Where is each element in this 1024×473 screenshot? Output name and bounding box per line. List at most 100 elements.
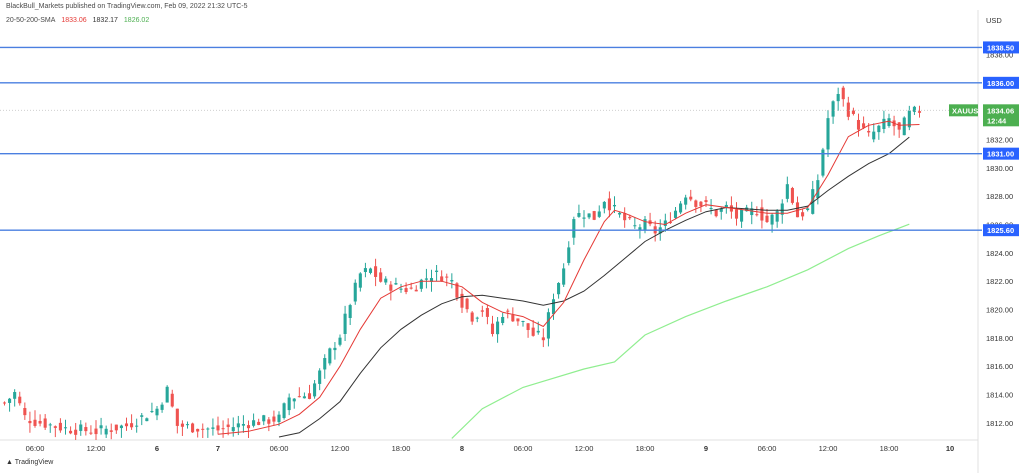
candle-body: [343, 313, 347, 334]
candle-body: [668, 222, 672, 224]
candle-body: [740, 209, 744, 222]
candle-body: [506, 310, 510, 312]
candle-body: [607, 198, 611, 211]
candle-body: [618, 212, 622, 215]
candle-body: [440, 276, 444, 282]
candle-body: [628, 216, 632, 219]
x-tick-label: 12:00: [331, 444, 350, 453]
candle-body: [231, 427, 235, 432]
candle-body: [246, 425, 251, 429]
y-tick-label: 1816.00: [986, 362, 1013, 371]
level-tag: [983, 147, 1019, 160]
candle-body: [307, 393, 312, 399]
candle-body: [389, 284, 393, 291]
candle-body: [887, 118, 891, 127]
candle-body: [587, 213, 591, 218]
candle-body: [145, 418, 149, 422]
level-tag: [983, 76, 1019, 89]
y-tick-label: 1812.00: [986, 419, 1013, 428]
candle-body: [501, 317, 505, 323]
candle-body: [338, 337, 342, 345]
candle-body: [394, 283, 398, 285]
candle-body: [175, 408, 179, 426]
candle-body: [551, 299, 556, 315]
candle-body: [785, 184, 789, 199]
candle-body: [811, 189, 815, 214]
candle-body: [755, 214, 759, 216]
candle-body: [419, 279, 423, 289]
candle-body: [257, 421, 261, 425]
last-price-tag: [983, 104, 1019, 127]
candle-body: [277, 414, 281, 423]
candle-body: [48, 424, 52, 426]
candle-body: [348, 305, 352, 318]
candle-body: [567, 247, 571, 263]
candle-body: [470, 312, 474, 322]
sma20-value: 1833.06: [61, 17, 87, 24]
candle-body: [882, 118, 886, 129]
y-tick-label: 1832.00: [986, 136, 1013, 145]
candle-body: [414, 289, 418, 292]
candle-body: [313, 383, 317, 397]
candle-body: [760, 207, 764, 221]
x-tick-label: 06:00: [26, 444, 45, 453]
candle-body: [216, 425, 220, 431]
candle-body: [663, 220, 667, 226]
candle-body: [694, 200, 698, 207]
candle-body: [104, 428, 108, 435]
x-tick-label: 12:00: [87, 444, 106, 453]
sma200-line: [451, 223, 910, 439]
candle-body: [897, 122, 901, 130]
candle-body: [541, 337, 545, 341]
x-tick-label: 10: [946, 444, 954, 453]
candle-body: [353, 282, 357, 302]
candle-body: [582, 217, 586, 219]
candle-body: [490, 323, 495, 335]
candle-body: [516, 318, 520, 322]
candle-body: [196, 428, 200, 432]
candle-body: [262, 415, 266, 422]
candle-body: [455, 283, 459, 298]
candle-body: [821, 149, 825, 176]
candle-body: [302, 396, 306, 399]
x-tick-label: 18:00: [636, 444, 655, 453]
level-tag-label: 1825.60: [987, 226, 1014, 235]
candle-body: [806, 208, 810, 210]
candle-body: [536, 330, 540, 333]
candle-body: [679, 203, 683, 213]
candle-body: [241, 423, 245, 426]
candle-body: [826, 118, 830, 150]
candle-body: [750, 208, 754, 216]
candle-body: [140, 415, 144, 417]
x-tick-label: 7: [216, 444, 220, 453]
candle-body: [816, 180, 820, 199]
currency-label: USD: [986, 16, 1002, 25]
candle-body: [155, 408, 159, 416]
candle-body: [267, 419, 271, 424]
candle-body: [790, 188, 794, 203]
candle-body: [770, 214, 774, 225]
candle-body: [114, 424, 118, 431]
candle-body: [699, 201, 703, 207]
candle-body: [323, 358, 327, 370]
x-tick-label: 8: [460, 444, 464, 453]
y-tick-label: 1830.00: [986, 164, 1013, 173]
candle-body: [33, 419, 37, 426]
candle-body: [272, 416, 276, 422]
candle-body: [94, 428, 98, 435]
y-tick-label: 1828.00: [986, 192, 1013, 201]
candle-body: [170, 393, 174, 407]
candle-body: [480, 310, 484, 312]
candle-body: [485, 308, 489, 317]
level-tag: [983, 41, 1019, 54]
candle-body: [185, 424, 190, 426]
candle-body: [211, 427, 215, 429]
candle-body: [557, 283, 561, 295]
x-tick-label: 06:00: [758, 444, 777, 453]
candle-body: [328, 348, 332, 364]
candle-body: [862, 123, 866, 128]
candle-body: [867, 130, 871, 133]
candle-body: [226, 424, 230, 428]
candle-body: [846, 102, 850, 117]
